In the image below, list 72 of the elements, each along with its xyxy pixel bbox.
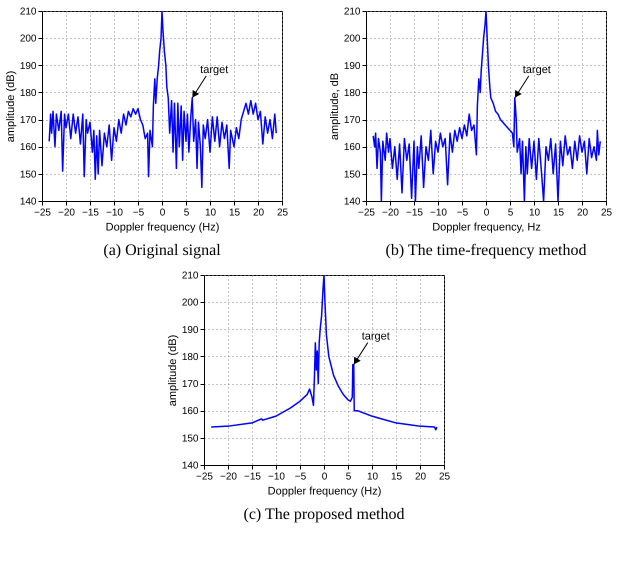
x-axis-title: Doppler frequency (Hz): [106, 222, 220, 234]
x-tick-label: −10: [106, 208, 124, 218]
y-tick-label: 140: [20, 196, 37, 208]
y-tick-label: 180: [182, 352, 199, 363]
x-tick-label: 5: [346, 472, 352, 482]
x-tick-label: 25: [600, 208, 612, 218]
x-tick-label: 20: [252, 208, 264, 218]
x-axis-title: Doppler frequency, Hz: [432, 222, 541, 234]
x-tick-label: 20: [576, 208, 588, 218]
y-tick-label: 210: [20, 6, 37, 18]
x-tick-label: −25: [34, 208, 52, 218]
x-tick-label: −20: [220, 472, 238, 482]
x-tick-label: 25: [276, 208, 288, 218]
y-tick-label: 180: [20, 88, 37, 99]
line-series: [210, 275, 438, 430]
x-tick-label: −10: [430, 208, 448, 218]
x-tick-label: 0: [160, 208, 166, 218]
x-tick-label: 20: [414, 472, 426, 482]
x-tick-label: 15: [228, 208, 240, 218]
x-tick-label: −25: [196, 472, 214, 482]
y-tick-label: 210: [182, 270, 199, 282]
x-tick-label: 0: [322, 472, 328, 482]
y-tick-label: 190: [344, 60, 361, 72]
x-axis-title: Doppler frequency (Hz): [268, 486, 382, 498]
text: (a) Original signal: [103, 242, 222, 259]
x-tick-label: −5: [132, 208, 145, 218]
y-tick-label: 170: [182, 379, 199, 390]
annotation: target: [522, 64, 551, 76]
x-tick-label: 25: [438, 472, 450, 482]
line-series: [48, 11, 277, 188]
text: (c) The proposed method: [244, 506, 404, 523]
annotation: target: [362, 330, 390, 343]
y-tick-label: 200: [182, 298, 199, 309]
x-tick-label: −15: [82, 208, 100, 218]
y-tick-label: 190: [182, 324, 199, 336]
y-tick-label: 150: [182, 433, 199, 444]
x-tick-label: 0: [484, 208, 490, 218]
y-axis-title: amplitude (dB): [166, 334, 179, 406]
y-tick-label: 160: [344, 142, 361, 154]
text: (b) The time-frequency method: [386, 242, 586, 259]
y-axis-title: amplitude (dB): [4, 70, 17, 142]
x-tick-label: −20: [382, 208, 400, 218]
y-tick-label: 160: [20, 142, 37, 154]
y-tick-label: 200: [20, 34, 37, 45]
annotation: target: [200, 64, 228, 76]
x-tick-label: −5: [456, 208, 469, 218]
y-tick-label: 170: [344, 115, 361, 126]
x-tick-label: 10: [204, 208, 216, 218]
x-tick-label: 10: [366, 472, 378, 482]
x-tick-label: 15: [552, 208, 564, 218]
y-tick-label: 210: [344, 6, 361, 18]
x-tick-label: 5: [508, 208, 514, 218]
x-tick-label: −25: [358, 208, 376, 218]
y-tick-label: 190: [20, 60, 37, 72]
y-tick-label: 150: [20, 169, 37, 180]
x-tick-label: −20: [58, 208, 76, 218]
x-tick-label: 5: [184, 208, 190, 218]
x-tick-label: −15: [406, 208, 424, 218]
line-series: [372, 11, 601, 201]
y-tick-label: 160: [182, 406, 199, 418]
x-tick-label: −10: [268, 472, 286, 482]
y-tick-label: 180: [344, 88, 361, 99]
y-axis-title: amplitude, dB: [328, 72, 341, 140]
x-tick-label: 15: [390, 472, 402, 482]
x-tick-label: −5: [294, 472, 307, 482]
y-tick-label: 200: [344, 34, 361, 45]
y-tick-label: 170: [20, 115, 37, 126]
x-tick-label: −15: [244, 472, 262, 482]
x-tick-label: 10: [528, 208, 540, 218]
y-tick-label: 140: [344, 196, 361, 208]
y-tick-label: 150: [344, 169, 361, 180]
y-tick-label: 140: [182, 460, 199, 472]
